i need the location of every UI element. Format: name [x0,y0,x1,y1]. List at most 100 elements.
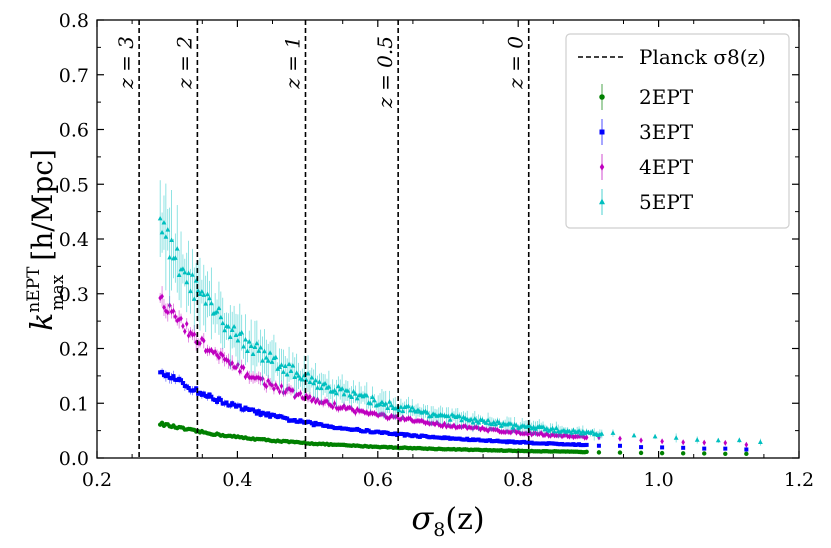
y-axis-title-sub: max [48,274,68,310]
data-point [499,428,504,435]
data-point [191,296,197,301]
data-point [229,327,235,332]
data-point [241,407,246,412]
data-point [186,332,191,339]
data-point [203,301,209,306]
data-point [160,293,164,300]
data-point [341,391,347,397]
y-tick-label: 0.5 [59,174,89,196]
y-axis-title-units: [h/Mpc] [26,149,59,261]
data-point [445,413,451,419]
series-4EPT [158,286,749,448]
data-point [518,430,523,437]
data-point [346,404,350,411]
data-point [207,347,212,354]
data-point [250,351,256,356]
data-point [190,331,195,338]
x-tick-label: 1.0 [643,469,673,491]
data-point [219,350,223,357]
data-point [256,409,261,414]
data-point [316,379,322,384]
data-point [252,409,257,414]
data-point [389,412,394,419]
data-point [296,391,301,398]
data-point [450,423,454,430]
data-point [554,432,559,439]
data-point [379,399,385,404]
data-point [353,409,358,416]
data-point [744,451,749,457]
data-point [638,450,644,456]
y-axis-title-sup: nEPT [24,266,44,313]
data-point [418,418,422,425]
data-point [539,429,543,436]
data-point [421,418,426,425]
data-point [266,411,271,416]
data-point [272,385,276,392]
data-point [468,416,474,422]
data-point [438,422,443,429]
data-point [573,433,578,440]
data-point [267,350,273,355]
data-point [180,266,186,271]
data-point [207,295,212,301]
data-point [497,420,502,425]
y-tick-label: 0.7 [59,65,89,87]
legend-box [565,33,790,229]
data-point [298,390,303,397]
legend-planck-label: Planck σ8(z) [639,45,766,69]
data-point [305,370,311,376]
data-point [184,320,189,327]
data-point [275,385,280,392]
data-point [174,246,180,251]
data-point [220,320,226,326]
data-point [279,383,284,390]
data-point [325,398,329,405]
data-point [224,356,229,363]
data-point [300,394,305,401]
legend-entries: 2EPT 3EPT 4EPT 5EPT [599,84,694,215]
data-point [163,234,169,239]
y-tick-label: 0.1 [59,393,89,415]
data-point [504,421,510,427]
data-point [354,395,360,401]
data-point [639,437,643,444]
data-point [387,399,392,404]
data-point [262,348,267,354]
x-axis-title-main: σ [411,499,434,537]
x-tick-label: 0.4 [222,469,252,491]
data-point [218,314,224,320]
data-point [264,383,269,390]
data-point [315,385,320,390]
y-tick-label: 0.4 [59,229,89,251]
data-point [198,340,202,347]
data-point [179,315,183,322]
data-point [476,419,482,425]
data-point [258,412,263,417]
data-point [165,226,171,232]
data-point [192,331,197,338]
data-point [569,430,574,435]
data-point [157,215,163,221]
data-point [159,229,165,235]
data-point [510,425,516,430]
data-point [181,323,185,330]
data-point [702,439,707,446]
data-point [213,348,217,355]
y-tick-label: 0.0 [59,448,89,470]
data-point [311,380,317,386]
data-point [205,394,210,399]
data-point [265,358,271,363]
data-point [292,374,298,379]
data-point [744,441,749,448]
data-point [389,402,394,408]
data-point [269,359,275,364]
y-tick-label: 0.2 [59,339,89,361]
data-point [237,368,242,375]
data-point [550,425,555,431]
data-point [160,369,165,374]
data-point [239,329,245,335]
data-point [552,428,557,434]
data-point [723,439,728,446]
y-axis-title: knEPT max [h/Mpc] [24,149,68,331]
